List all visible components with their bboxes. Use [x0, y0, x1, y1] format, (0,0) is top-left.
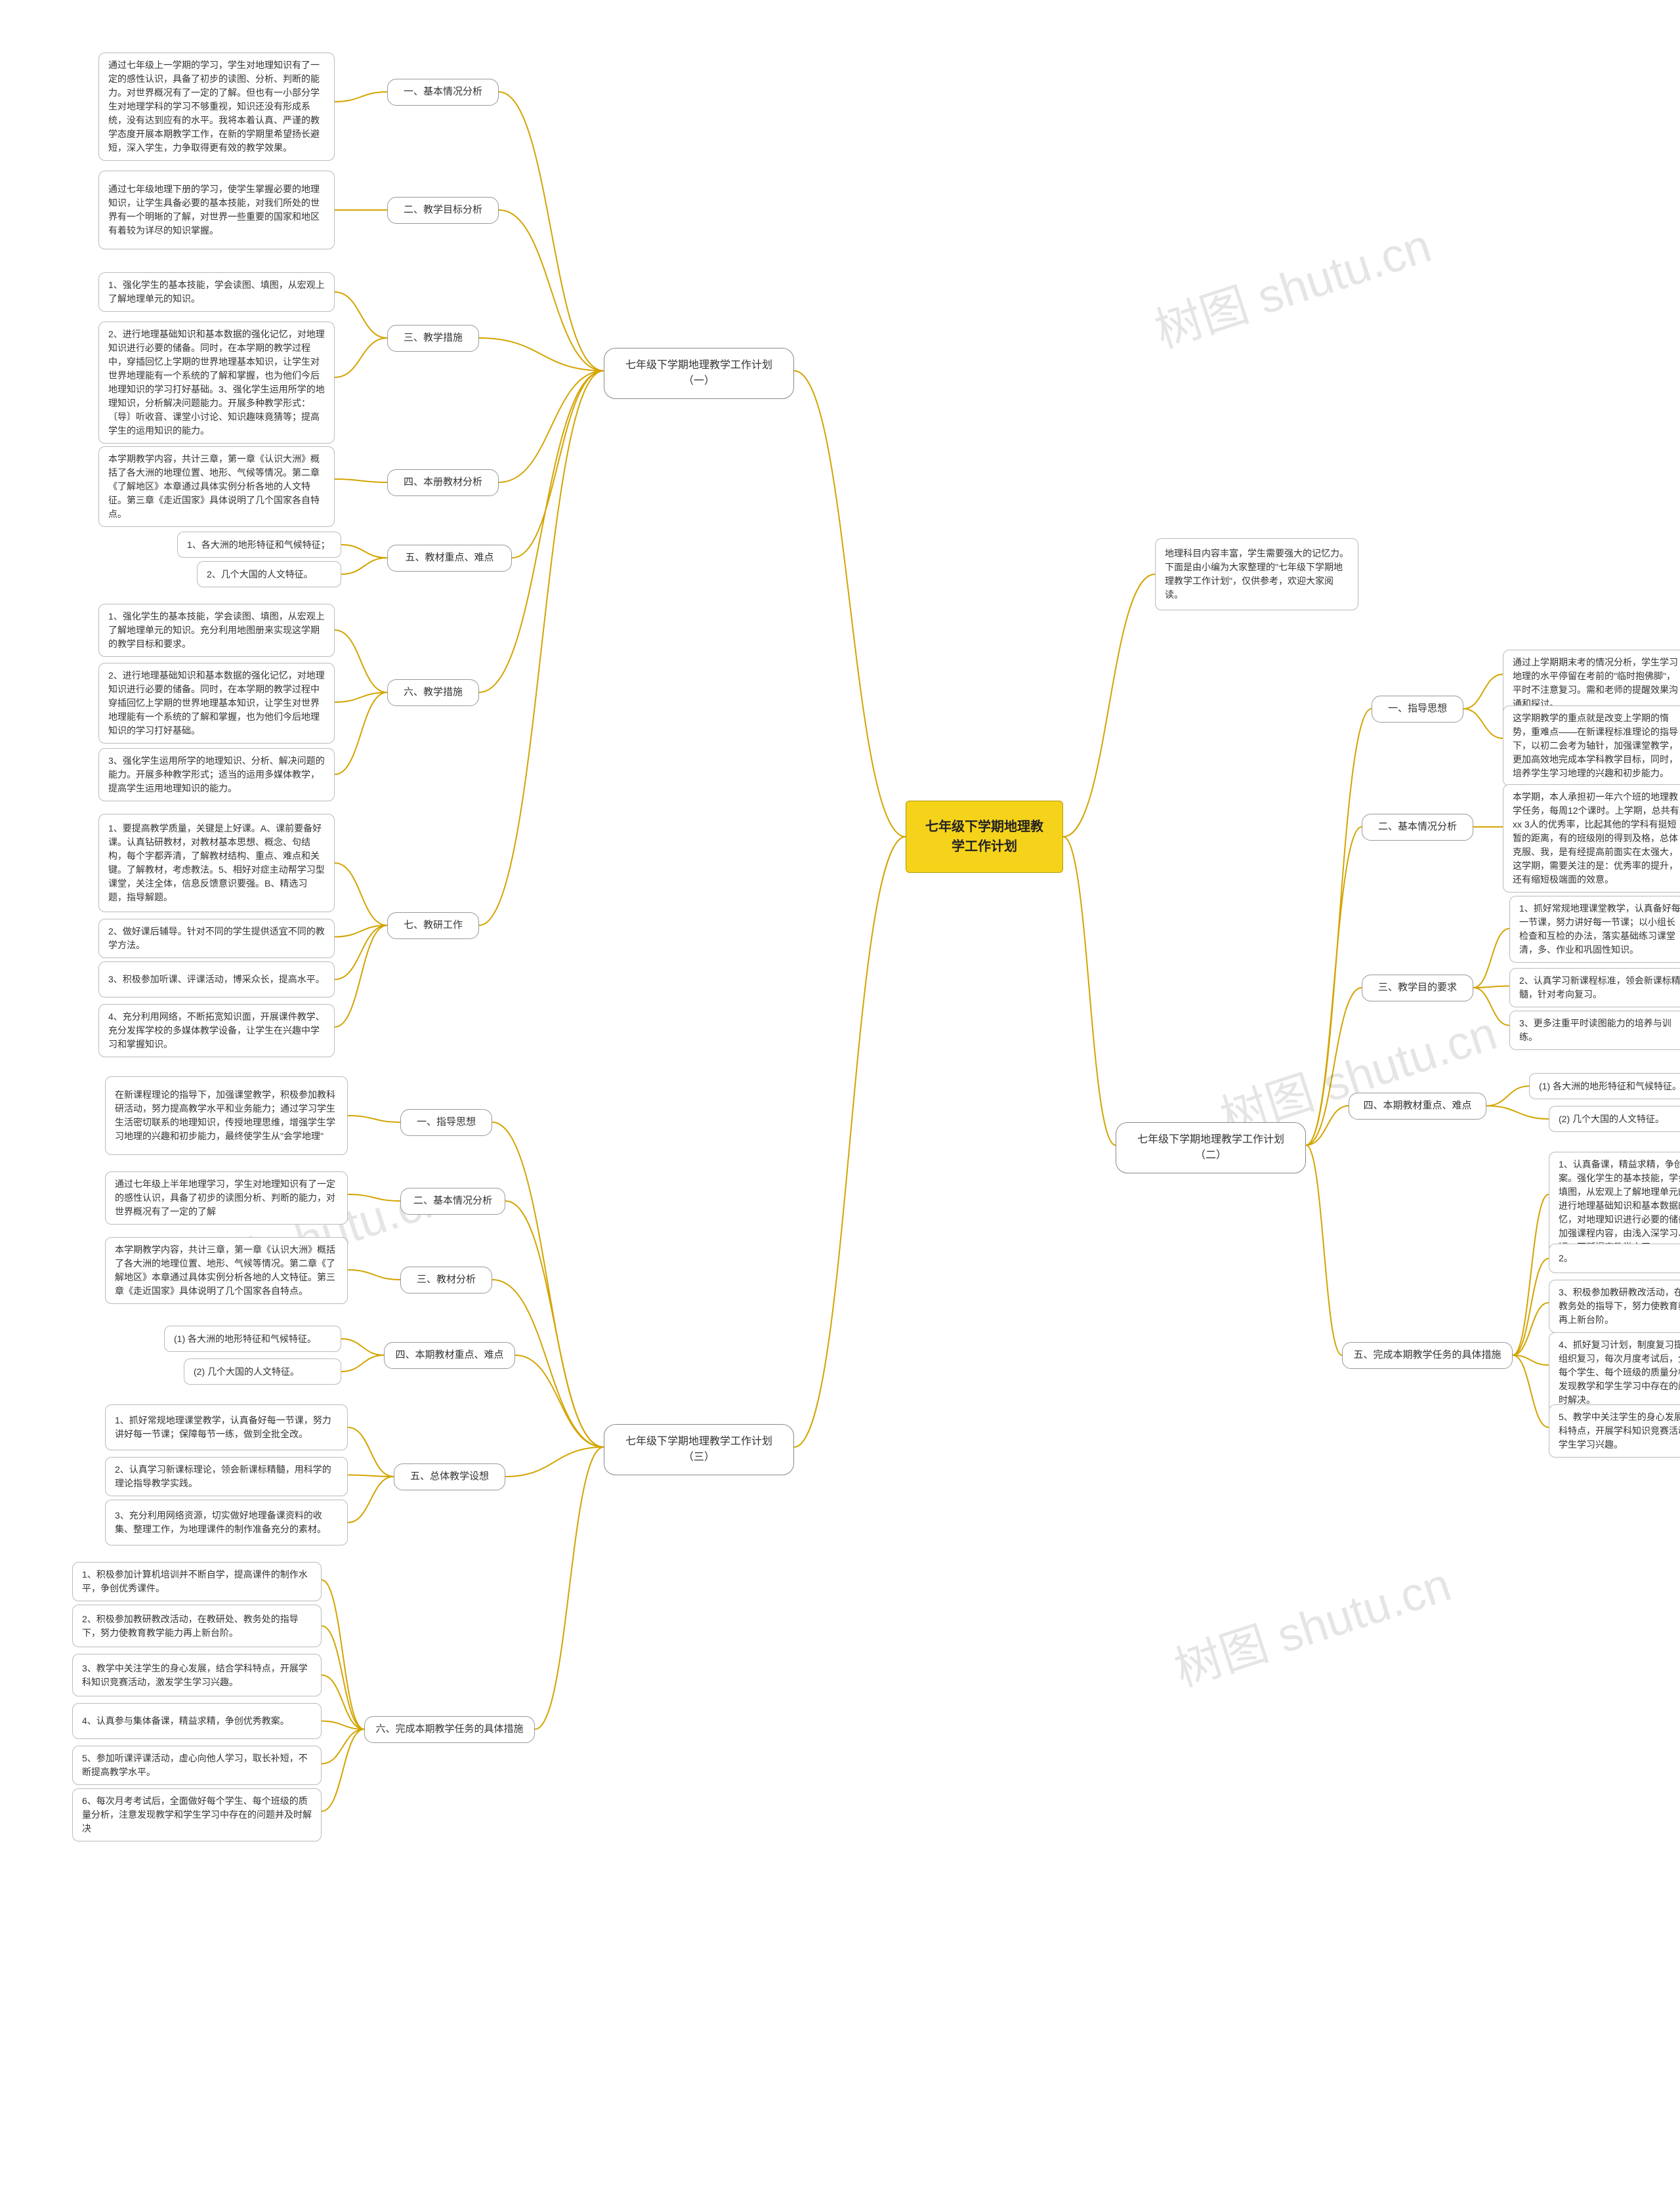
leaf-node: 1、各大洲的地形特征和气候特征； [177, 532, 341, 558]
leaf-node: 4、认真参与集体备课，精益求精，争创优秀教案。 [72, 1703, 322, 1739]
leaf-node: 本学期，本人承担初一年六个班的地理教学任务，每周12个课时。上学期，总共有xx … [1503, 784, 1680, 893]
leaf-node: 3、强化学生运用所学的地理知识、分析、解决问题的能力。开展多种教学形式；适当的运… [98, 748, 335, 801]
category-node: 二、基本情况分析 [1362, 814, 1473, 841]
leaf-node: 2、认真学习新课标理论，领会新课标精髓，用科学的理论指导教学实践。 [105, 1457, 348, 1496]
leaf-node: 3、更多注重平时读图能力的培养与训练。 [1509, 1011, 1680, 1050]
root-node: 七年级下学期地理教学工作计划 [906, 801, 1063, 873]
leaf-node: 通过七年级地理下册的学习，使学生掌握必要的地理知识，让学生具备必要的基本技能，对… [98, 171, 335, 249]
leaf-node: 2、进行地理基础知识和基本数据的强化记忆，对地理知识进行必要的储备。同时，在本学… [98, 663, 335, 744]
leaf-node: 通过七年级上一学期的学习，学生对地理知识有了一定的感性认识，具备了初步的读图、分… [98, 53, 335, 161]
leaf-node: 5、教学中关注学生的身心发展，结合学科特点，开展学科知识竞赛活动，激发学生学习兴… [1549, 1404, 1680, 1458]
leaf-node: 通过七年级上半年地理学习，学生对地理知识有了一定的感性认识，具备了初步的读图分析… [105, 1171, 348, 1225]
leaf-node: (1) 各大洲的地形特征和气候特征。 [1529, 1073, 1680, 1099]
leaf-node: 这学期教学的重点就是改变上学期的惰势，重难点——在新课程标准理论的指导下，以初二… [1503, 705, 1680, 786]
category-node: 七、教研工作 [387, 912, 479, 939]
leaf-node: 6、每次月考考试后，全面做好每个学生、每个班级的质量分析，注意发现教学和学生学习… [72, 1788, 322, 1841]
leaf-node: 2、积极参加教研教改活动，在教研处、教务处的指导下，努力使教育教学能力再上新台阶… [72, 1605, 322, 1647]
category-node: 二、基本情况分析 [400, 1188, 505, 1215]
leaf-node: 3、积极参加教研教改活动，在教研处、教务处的指导下，努力使教育教学能力再上新台阶… [1549, 1280, 1680, 1333]
watermark: 树图 shutu.cn [1164, 1545, 1458, 1700]
leaf-node: (2) 几个大国的人文特征。 [184, 1358, 341, 1385]
category-node: 三、教材分析 [400, 1267, 492, 1293]
watermark: 树图 shutu.cn [1144, 207, 1438, 361]
leaf-node: 4、抓好复习计划，制度复习提纲，认真组织复习，每次月度考试后，全面做好每个学生、… [1549, 1332, 1680, 1413]
category-node: 四、本册教材分析 [387, 469, 499, 496]
leaf-node: 2、几个大国的人文特征。 [197, 561, 341, 587]
leaf-node: 2。 [1549, 1244, 1680, 1273]
leaf-node: 2、认真学习新课程标准，领会新课标精髓，针对考向复习。 [1509, 968, 1680, 1007]
leaf-node: 本学期教学内容，共计三章，第一章《认识大洲》概括了各大洲的地理位置、地形、气候等… [98, 446, 335, 527]
mindmap-canvas: 树图 shutu.cn树图 shutu.cn树图 shutu.cn树图 shut… [0, 0, 1680, 2186]
leaf-node: 1、抓好常规地理课堂教学，认真备好每一节课，努力讲好每一节课；保障每节一练，做到… [105, 1404, 348, 1450]
branch-node: 七年级下学期地理教学工作计划（一） [604, 348, 794, 399]
leaf-node: 1、强化学生的基本技能，学会读图、填图，从宏观上了解地理单元的知识。充分利用地图… [98, 604, 335, 657]
category-node: 三、教学措施 [387, 325, 479, 352]
category-node: 五、完成本期教学任务的具体措施 [1342, 1342, 1513, 1369]
leaf-node: 3、积极参加听课、评课活动，博采众长，提高水平。 [98, 961, 335, 998]
category-node: 二、教学目标分析 [387, 197, 499, 224]
category-node: 一、基本情况分析 [387, 79, 499, 106]
leaf-node: (1) 各大洲的地形特征和气候特征。 [164, 1326, 341, 1352]
category-node: 四、本期教材重点、难点 [384, 1342, 515, 1369]
category-node: 四、本期教材重点、难点 [1349, 1093, 1486, 1120]
leaf-node: 3、教学中关注学生的身心发展，结合学科特点，开展学科知识竞赛活动，激发学生学习兴… [72, 1654, 322, 1696]
leaf-node: 1、强化学生的基本技能，学会读图、填图，从宏观上了解地理单元的知识。 [98, 272, 335, 312]
leaf-node: 本学期教学内容，共计三章，第一章《认识大洲》概括了各大洲的地理位置、地形、气候等… [105, 1237, 348, 1304]
leaf-node: 在新课程理论的指导下，加强课堂教学，积极参加教科研活动，努力提高教学水平和业务能… [105, 1076, 348, 1155]
leaf-node: 2、做好课后辅导。针对不同的学生提供适宜不同的教学方法。 [98, 919, 335, 958]
intro-node: 地理科目内容丰富，学生需要强大的记忆力。下面是由小编为大家整理的"七年级下学期地… [1155, 538, 1358, 610]
leaf-node: 1、要提高教学质量，关键是上好课。A、课前要备好课。认真钻研教材，对教材基本思想… [98, 814, 335, 912]
branch-node: 七年级下学期地理教学工作计划（二） [1116, 1122, 1306, 1173]
leaf-node: 1、积极参加计算机培训并不断自学，提高课件的制作水平，争创优秀课件。 [72, 1562, 322, 1601]
category-node: 六、教学措施 [387, 679, 479, 706]
category-node: 五、教材重点、难点 [387, 545, 512, 572]
category-node: 一、指导思想 [1372, 696, 1463, 723]
leaf-node: 5、参加听课评课活动，虚心向他人学习，取长补短，不断提高教学水平。 [72, 1746, 322, 1785]
category-node: 六、完成本期教学任务的具体措施 [364, 1716, 535, 1743]
leaf-node: (2) 几个大国的人文特征。 [1549, 1106, 1680, 1132]
leaf-node: 3、充分利用网络资源，切实做好地理备课资料的收集、整理工作，为地理课件的制作准备… [105, 1500, 348, 1545]
category-node: 五、总体教学设想 [394, 1463, 505, 1490]
branch-node: 七年级下学期地理教学工作计划（三） [604, 1424, 794, 1475]
leaf-node: 2、进行地理基础知识和基本数据的强化记忆，对地理知识进行必要的储备。同时，在本学… [98, 322, 335, 444]
category-node: 一、指导思想 [400, 1109, 492, 1136]
leaf-node: 1、抓好常规地理课堂教学，认真备好每一节课，努力讲好每一节课；以小组长检查和互检… [1509, 896, 1680, 963]
category-node: 三、教学目的要求 [1362, 975, 1473, 1001]
leaf-node: 4、充分利用网络，不断拓宽知识面，开展课件教学、充分发挥学校的多媒体教学设备，让… [98, 1004, 335, 1057]
